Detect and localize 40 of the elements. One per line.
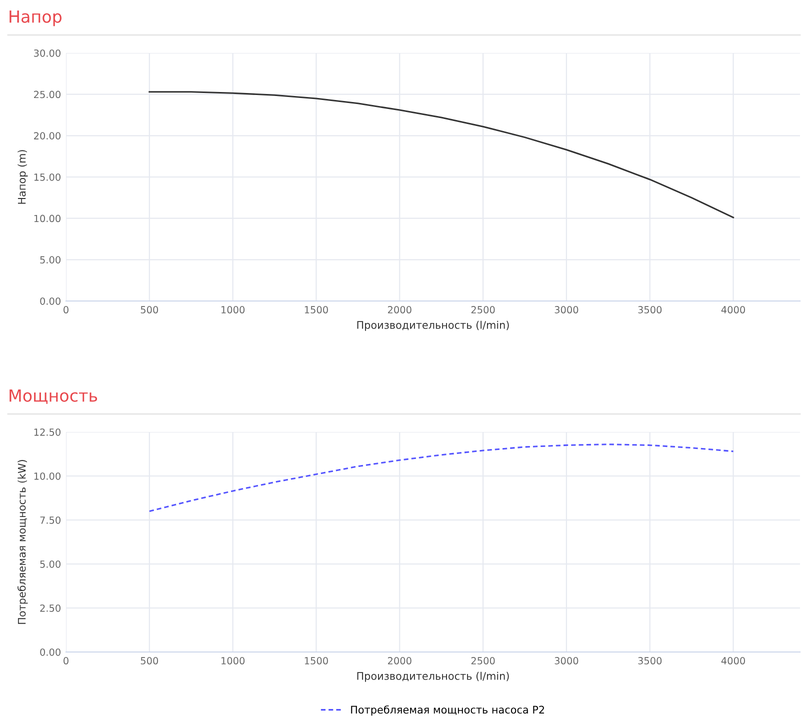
x-tick-label: 4000	[721, 306, 745, 314]
y-tick-label: 30.00	[34, 49, 60, 57]
x-tick-label: 2500	[471, 657, 495, 664]
x-tick-label: 2000	[388, 657, 412, 664]
line-series	[148, 444, 734, 512]
x-tick-label: 3000	[554, 306, 578, 314]
x-tick-label: 500	[140, 306, 158, 314]
x-tick-label: 3500	[638, 306, 662, 314]
chart-title: Напор	[10, 10, 62, 26]
y-tick-label: 10.00	[34, 472, 60, 480]
x-tick-label: 0	[64, 306, 68, 314]
x-axis-title: Производительность (l/min)	[357, 672, 509, 682]
x-tick-label: 3500	[638, 657, 662, 664]
x-tick-label: 3000	[554, 657, 578, 664]
y-tick-label: 15.00	[34, 173, 60, 181]
x-tick-label: 2000	[388, 306, 412, 314]
x-tick-label: 1500	[304, 306, 328, 314]
y-tick-label: 2.50	[40, 604, 60, 612]
x-tick-label: 4000	[721, 657, 745, 664]
y-tick-label: 5.00	[40, 560, 60, 568]
y-tick-label: 0.00	[40, 297, 60, 305]
x-tick-label: 0	[64, 657, 68, 664]
x-tick-label: 1000	[222, 657, 245, 664]
y-tick-label: 0.00	[40, 648, 60, 656]
y-tick-label: 20.00	[34, 132, 60, 140]
x-tick-label: 500	[140, 657, 158, 664]
y-tick-label: 10.00	[34, 214, 60, 222]
y-axis-title: Напор (m)	[18, 150, 28, 204]
x-axis-title: Производительность (l/min)	[357, 320, 509, 331]
x-tick-label: 1000	[222, 306, 245, 314]
y-tick-label: 5.00	[40, 256, 60, 264]
line-series	[148, 91, 734, 218]
chart-title: Мощность	[10, 389, 98, 404]
legend-label: Потребляемая мощность насоса P2	[351, 705, 544, 716]
y-tick-label: 25.00	[34, 90, 60, 98]
x-tick-label: 2500	[471, 306, 495, 314]
y-axis-title: Потребляемая мощность (kW)	[17, 460, 28, 624]
y-tick-label: 12.50	[34, 428, 60, 436]
y-tick-label: 7.50	[40, 516, 60, 524]
x-tick-label: 1500	[304, 657, 328, 664]
